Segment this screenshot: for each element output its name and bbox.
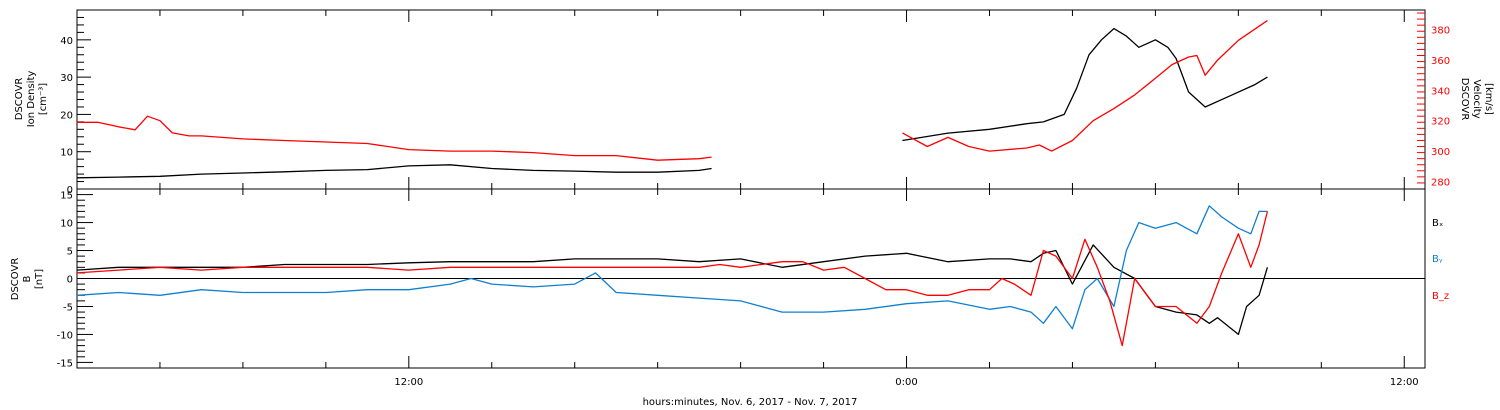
time-tick-label: 0:00 [895,377,917,388]
density-series-line [76,164,712,179]
b-tick-label: 5 [67,247,73,258]
legend-bz: B_z [1432,291,1449,302]
time-axis-title: hours:minutes, Nov. 6, 2017 - Nov. 7, 20… [643,397,858,408]
b-tick-label: 10 [60,219,73,230]
density-axis-title-line3: [cm⁻³] [38,83,49,115]
density-tick-label: 40 [60,36,73,47]
b-legend: Bₓ Bᵧ B_z [1432,218,1449,302]
velocity-series-line [77,115,712,161]
velocity-tick-label: 340 [1431,86,1450,97]
b-tick-label: -10 [57,330,73,341]
density-axis-title: DSCOVR Ion Density [cm⁻³] [14,71,49,128]
bx-series-line [76,244,1269,336]
bottom-panel: -15 -10 -5 0 5 10 15 12:00 0:00 12:00 [57,188,1426,388]
top-panel: 0 10 20 30 40 280 300 320 340 360 380 [60,9,1450,196]
b-axis-title-line1: DSCOVR [10,258,21,301]
velocity-tick-label: 360 [1431,56,1450,67]
velocity-axis-title-line3: [km/s] [1483,83,1494,115]
top-time-axis-ticks [159,10,1405,189]
velocity-series-line [902,20,1268,152]
time-tick-label: 12:00 [394,377,423,388]
legend-bx: Bₓ [1432,218,1443,229]
legend-by: Bᵧ [1432,254,1443,265]
time-tick-label: 12:00 [1390,377,1419,388]
b-tick-label: 15 [60,191,73,202]
density-tick-label: 20 [60,110,73,121]
b-axis-ticks: -15 -10 -5 0 5 10 15 [57,188,93,369]
velocity-tick-label: 280 [1431,177,1450,188]
b-axis-title: DSCOVR B [nT] [10,258,45,301]
density-tick-label: 10 [60,148,73,159]
velocity-axis-title-line1: DSCOVR [1459,78,1470,121]
b-tick-label: -5 [63,302,73,313]
velocity-tick-label: 380 [1431,26,1450,37]
bz-series-line [76,211,1269,347]
velocity-axis-title: DSCOVR Velocity [km/s] [1459,78,1494,121]
density-tick-label: 30 [60,73,73,84]
by-series-line [76,205,1268,330]
bottom-series-group [76,205,1269,347]
velocity-axis-ticks: 280 300 320 340 360 380 [1417,12,1450,188]
b-tick-label: 0 [67,275,73,286]
density-series-line [902,27,1268,142]
velocity-tick-label: 320 [1431,117,1450,128]
b-axis-title-line2: B [22,275,33,282]
density-axis-title-line2: Ion Density [26,71,37,128]
velocity-tick-label: 300 [1431,147,1450,158]
b-tick-label: -15 [57,358,73,369]
time-axis-ticks: 12:00 0:00 12:00 [159,189,1419,388]
density-tick-label: 0 [67,185,73,196]
density-axis-title-line1: DSCOVR [14,78,25,121]
b-axis-title-line3: [nT] [34,269,45,289]
density-axis-ticks: 0 10 20 30 40 [60,9,91,196]
top-series-group [76,20,1268,179]
velocity-axis-title-line2: Velocity [1471,79,1482,118]
